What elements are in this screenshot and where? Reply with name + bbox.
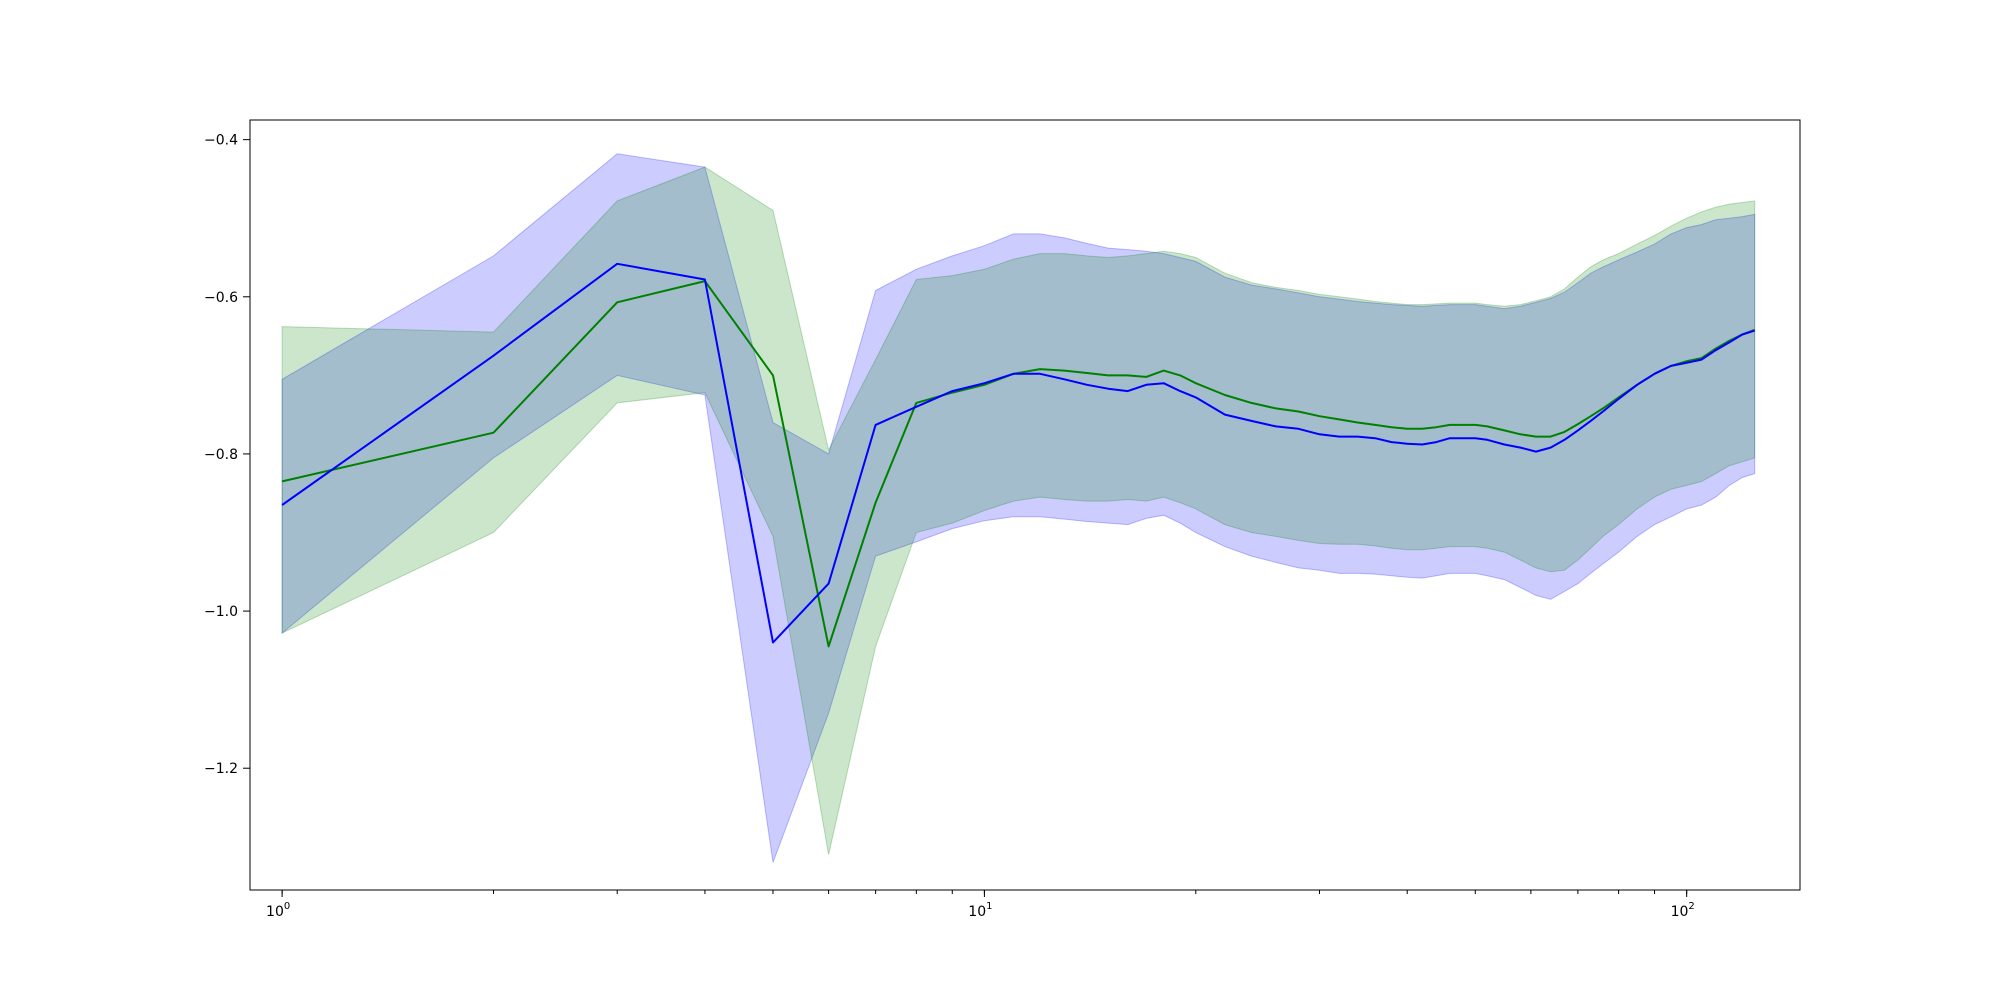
y-tick-label: −0.8 xyxy=(204,447,238,463)
y-tick-label: −0.6 xyxy=(204,290,238,306)
y-tick-label: −1.2 xyxy=(204,761,238,777)
x-axis: 100 101 102 xyxy=(266,890,1695,920)
x-tick-label: 102 xyxy=(1671,901,1695,920)
series-line-1 xyxy=(281,262,1755,644)
y-tick-label: −0.4 xyxy=(204,133,238,149)
y-tick-label: −1.0 xyxy=(204,604,238,620)
confidence-band-2 xyxy=(281,166,1756,855)
confidence-band-1 xyxy=(281,153,1756,863)
x-tick-label: 100 xyxy=(266,901,290,920)
series-lines xyxy=(281,262,1756,648)
plot-frame xyxy=(249,119,1801,891)
confidence-bands xyxy=(281,153,1756,863)
y-axis: −0.4 −0.6 −0.8 −1.0 −1.2 xyxy=(204,133,250,777)
x-tick-label: 101 xyxy=(968,901,992,920)
